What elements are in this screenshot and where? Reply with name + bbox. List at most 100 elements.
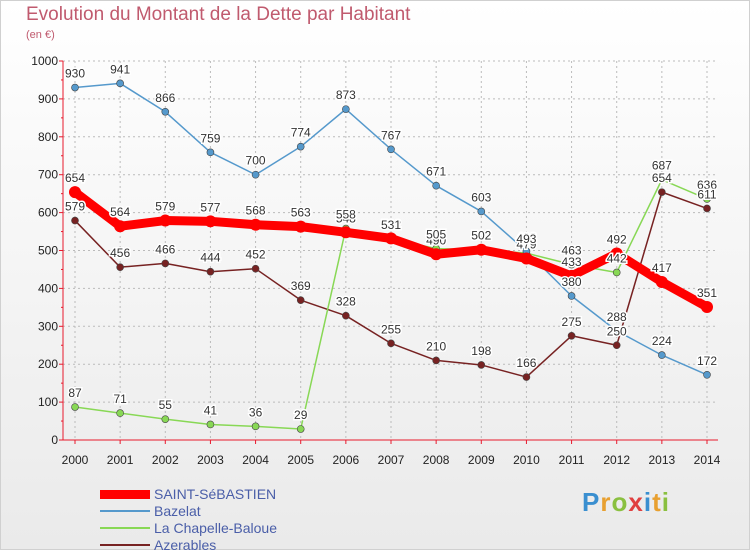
- data-point: [161, 415, 170, 423]
- data-label: 700: [246, 154, 266, 168]
- data-label: 288: [607, 310, 627, 324]
- data-point: [612, 327, 621, 335]
- data-point: [69, 186, 81, 199]
- data-label: 579: [65, 200, 85, 214]
- legend-label: La Chapelle-Baloue: [154, 520, 277, 536]
- x-tick-label: 2000: [62, 453, 89, 467]
- data-point: [296, 296, 305, 304]
- data-point: [116, 409, 124, 417]
- data-label: 603: [471, 190, 491, 204]
- x-tick-label: 2010: [513, 453, 540, 467]
- x-tick-label: 2002: [152, 453, 179, 467]
- y-tick-label: 1000: [31, 54, 58, 68]
- data-point: [703, 195, 711, 203]
- data-point: [477, 207, 486, 216]
- data-label: 55: [159, 398, 173, 412]
- data-label: 548: [336, 211, 356, 225]
- data-label: 255: [381, 322, 401, 336]
- data-label: 941: [110, 62, 130, 76]
- data-point: [477, 361, 486, 369]
- data-label: 87: [68, 386, 82, 400]
- data-label: 873: [336, 88, 356, 102]
- data-point: [385, 232, 397, 245]
- data-point: [612, 341, 621, 350]
- data-label: 774: [291, 126, 311, 140]
- data-label: 577: [200, 200, 220, 214]
- chart-subtitle: (en €): [26, 29, 55, 41]
- data-point: [251, 422, 260, 431]
- data-label: 466: [155, 242, 175, 256]
- data-point: [703, 371, 711, 379]
- y-tick-label: 700: [38, 168, 58, 182]
- y-tick-label: 500: [38, 244, 58, 258]
- data-label: 444: [200, 251, 220, 265]
- data-label: 654: [65, 171, 85, 185]
- y-tick-label: 600: [38, 206, 58, 220]
- x-tick-label: 2014: [694, 453, 721, 467]
- data-point: [339, 226, 352, 239]
- data-point: [251, 264, 260, 273]
- data-label: 502: [471, 229, 491, 243]
- data-point: [71, 83, 79, 92]
- x-tick-label: 2001: [107, 453, 134, 467]
- data-label: 492: [607, 233, 627, 247]
- y-tick-label: 0: [51, 433, 58, 447]
- x-tick-label: 2011: [559, 453, 585, 467]
- data-label: 558: [336, 208, 356, 222]
- data-point: [342, 105, 350, 113]
- y-tick-label: 400: [38, 281, 58, 295]
- x-tick-label: 2003: [197, 453, 224, 467]
- data-label: 36: [249, 405, 263, 419]
- data-point: [206, 267, 215, 276]
- x-tick-label: 2004: [242, 453, 269, 467]
- data-point: [475, 243, 488, 256]
- data-point: [206, 420, 215, 429]
- x-tick-label: 2005: [287, 453, 314, 467]
- data-label: 866: [155, 91, 175, 105]
- data-point: [294, 220, 307, 233]
- data-point: [342, 311, 350, 320]
- data-label: 456: [110, 246, 130, 260]
- data-label: 930: [65, 67, 85, 81]
- y-tick-label: 800: [38, 130, 58, 144]
- data-point: [387, 339, 395, 348]
- data-point: [658, 351, 666, 359]
- data-label: 611: [697, 187, 716, 201]
- data-label: 505: [426, 228, 446, 242]
- data-label: 687: [652, 159, 672, 173]
- data-point: [432, 181, 440, 190]
- data-point: [116, 79, 124, 88]
- data-label: 479: [516, 237, 536, 251]
- y-tick-label: 200: [38, 357, 58, 371]
- data-point: [387, 145, 395, 154]
- data-point: [701, 300, 713, 313]
- data-point: [658, 188, 666, 196]
- data-label: 531: [381, 218, 401, 232]
- data-point: [251, 170, 260, 179]
- data-label: 568: [246, 204, 266, 218]
- legend-swatch: [100, 510, 150, 512]
- data-label: 498: [516, 230, 536, 244]
- data-point: [430, 248, 443, 261]
- data-label: 71: [113, 392, 127, 406]
- proxiti-logo: Proxiti: [582, 487, 670, 517]
- data-point: [610, 247, 623, 260]
- data-label: 759: [200, 131, 220, 145]
- data-point: [522, 373, 531, 381]
- data-point: [432, 356, 440, 365]
- data-label: 767: [381, 128, 401, 142]
- data-label: 490: [426, 233, 446, 247]
- data-label: 564: [110, 205, 130, 219]
- data-label: 328: [336, 295, 356, 309]
- data-point: [159, 214, 172, 227]
- data-label: 433: [562, 255, 582, 269]
- data-point: [296, 425, 305, 433]
- x-tick-label: 2009: [468, 453, 495, 467]
- data-label: 532: [381, 217, 401, 231]
- data-point: [249, 218, 262, 231]
- data-point: [567, 260, 576, 269]
- data-label: 275: [562, 315, 582, 329]
- x-tick-label: 2008: [423, 453, 450, 467]
